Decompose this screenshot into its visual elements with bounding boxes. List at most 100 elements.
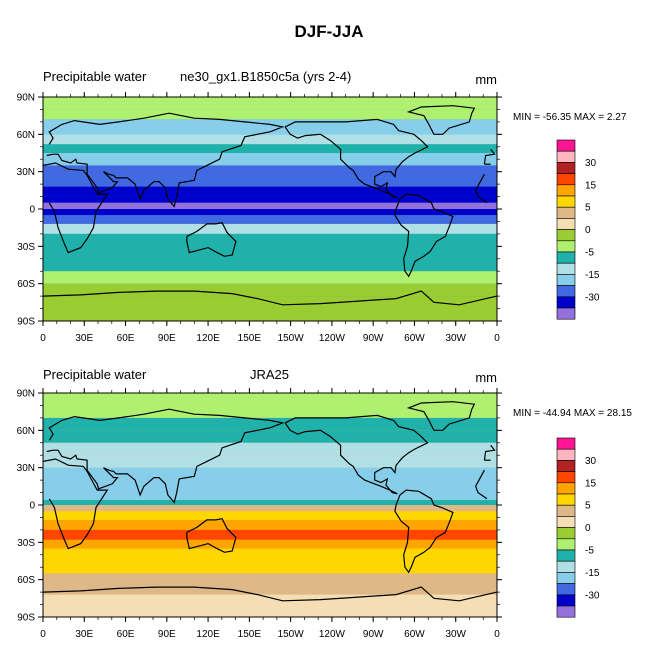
panel-stats: MIN = -56.35 MAX = 2.27 (513, 112, 627, 123)
coastline-australia (186, 222, 237, 257)
colorbar-cell (556, 162, 576, 174)
page-title: DJF-JJA (294, 22, 364, 41)
x-tick-label: 120E (196, 629, 220, 640)
x-tick-label: 90W (363, 333, 384, 344)
x-tick-label: 30E (75, 629, 93, 640)
panel-title-center: ne30_gx1.B1850c5a (yrs 2-4) (180, 69, 351, 84)
field-band (43, 144, 497, 153)
field-band (43, 119, 497, 135)
colorbar-cell (556, 229, 576, 242)
field-band (43, 271, 497, 284)
y-tick-label: 60N (17, 426, 35, 437)
field-band (43, 215, 497, 224)
colorbar-cell (556, 296, 576, 309)
field-band (43, 585, 497, 595)
coastline-greenland (406, 401, 476, 431)
colorbar-cell (556, 493, 576, 506)
coastline-south-america (394, 489, 454, 574)
field-band (43, 134, 497, 145)
x-tick-label: 150W (278, 333, 305, 344)
colorbar-cell (556, 437, 576, 450)
y-tick-label: 30S (17, 538, 35, 549)
field-band (43, 573, 497, 586)
coastline-greenland (406, 105, 476, 135)
field-band (43, 258, 497, 272)
colorbar-cell (556, 240, 576, 253)
panel-stats: MIN = -44.94 MAX = 28.15 (513, 408, 632, 419)
field-band (43, 492, 497, 501)
colorbar-label: 15 (585, 180, 597, 191)
field-band (43, 500, 497, 505)
chart-panel-1: 0 30E 60E 90E 120E 150E 150W 120W 90W 60W 30W 0 90N 6… (17, 69, 627, 344)
colorbar-label: -5 (585, 546, 594, 557)
coastline-africa (475, 190, 488, 204)
chart-panel-2: 0 30E 60E 90E 120E 150E 150W 120W 90W 60W 30W 0 90N 6… (17, 367, 633, 640)
colorbar-cell (556, 549, 576, 562)
panel-units: mm (475, 370, 497, 385)
field-band (43, 177, 497, 187)
colorbar-cell (556, 195, 576, 208)
coastline-europe-asia (46, 408, 285, 504)
coastline-north-america (284, 414, 429, 495)
field-band (43, 209, 497, 216)
colorbar-cell (556, 471, 576, 484)
field-band (43, 246, 497, 259)
field-band (43, 430, 497, 443)
field-band (43, 97, 497, 110)
x-tick-label: 30W (445, 333, 466, 344)
y-tick-label: 60S (17, 575, 35, 586)
colorbar-label: 5 (585, 203, 591, 214)
field-band (43, 393, 497, 406)
field-band (43, 594, 497, 617)
x-tick-label: 120E (196, 333, 220, 344)
panel-title-left: Precipitable water (43, 367, 147, 382)
field-band (43, 233, 497, 247)
colorbar-cell (556, 594, 576, 607)
x-tick-label: 120W (319, 333, 346, 344)
coastline-africa (475, 173, 485, 191)
panel-title-left: Precipitable water (43, 69, 147, 84)
colorbar-cell (556, 274, 576, 286)
y-tick-label: 90S (17, 613, 35, 624)
colorbar-cell (556, 150, 576, 163)
y-tick-label: 60N (17, 130, 35, 141)
colorbar-cell (556, 605, 576, 618)
x-tick-label: 30E (75, 333, 93, 344)
colorbar-label: 30 (585, 456, 597, 467)
colorbar-label: -5 (585, 248, 594, 259)
colorbar-cell (556, 206, 576, 219)
x-tick-label: 0 (40, 629, 46, 640)
coastline-africa (42, 162, 109, 254)
colorbar-label: 0 (585, 225, 591, 236)
x-tick-label: 60E (117, 333, 135, 344)
colorbar-cell (556, 482, 576, 495)
field-band (43, 223, 497, 234)
field-band (43, 480, 497, 493)
panel-units: mm (475, 72, 497, 87)
coastline-antarctica-coast (42, 290, 498, 306)
field-band (43, 442, 497, 456)
coastlines (42, 401, 498, 602)
x-tick-label: 150E (238, 333, 262, 344)
field-band (43, 109, 497, 120)
field-band (43, 186, 497, 197)
y-tick-label: 0 (29, 501, 35, 512)
coastline-australia (186, 518, 237, 553)
colorbar-label: -30 (585, 292, 600, 303)
coastline-europe-asia (46, 112, 285, 208)
coastline-africa (475, 469, 485, 487)
colorbar-cell (556, 173, 576, 186)
colorbar-cell (556, 285, 576, 298)
colorbar: 30 15 5 0 -5 -15 -30 (556, 139, 600, 320)
x-tick-label: 90W (363, 629, 384, 640)
y-tick-label: 90N (17, 389, 35, 400)
y-tick-label: 90S (17, 317, 35, 328)
colorbar-cell (556, 307, 576, 320)
field-band (43, 296, 497, 321)
colorbar-cell (556, 572, 576, 584)
colorbar-cell (556, 560, 576, 573)
field-band (43, 548, 497, 561)
colorbar-cell (556, 251, 576, 264)
